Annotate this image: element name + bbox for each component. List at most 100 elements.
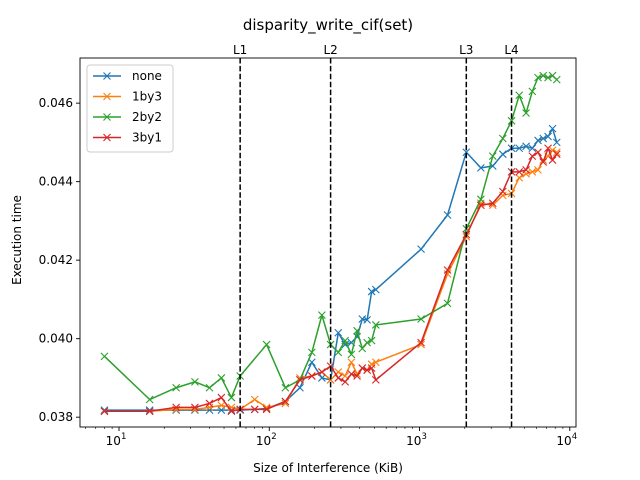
data-point-none-28 xyxy=(498,150,507,159)
data-point-3by1-12 xyxy=(307,372,316,380)
data-point-3by1-22 xyxy=(371,376,380,384)
data-point-2by2-30 xyxy=(522,109,530,117)
data-point-3by1-21 xyxy=(367,364,376,373)
data-point-2by2-2 xyxy=(172,383,181,392)
vline-label-L3: L3 xyxy=(459,43,473,57)
data-point-2by2-32 xyxy=(534,73,542,82)
data-point-3by1-9 xyxy=(262,405,271,414)
data-point-2by2-31 xyxy=(528,87,537,96)
data-point-2by2-4 xyxy=(205,383,214,392)
data-point-3by1-28 xyxy=(498,187,507,196)
data-point-3by1-13 xyxy=(318,368,326,376)
x-tick-exp-0: 1 xyxy=(121,432,126,442)
data-point-none-26 xyxy=(476,164,485,172)
data-point-2by2-17 xyxy=(353,326,361,335)
x-tick-label-1: 102 xyxy=(256,432,277,448)
data-point-1by3-32 xyxy=(528,167,537,176)
x-tick-label-2: 103 xyxy=(406,432,427,448)
data-point-2by2-34 xyxy=(544,73,552,82)
data-point-3by1-27 xyxy=(488,199,497,208)
data-point-2by2-18 xyxy=(358,344,367,353)
legend-marker-2by2 xyxy=(103,113,111,121)
data-point-2by2-29 xyxy=(515,91,524,100)
y-tick-label-1: 0.040 xyxy=(39,332,73,346)
data-point-1by3-10 xyxy=(281,399,290,408)
data-point-3by1-19 xyxy=(358,364,367,373)
data-point-none-30 xyxy=(515,144,524,153)
data-point-2by2-21 xyxy=(371,321,380,329)
data-point-none-22 xyxy=(371,285,380,294)
legend-label-1by3: 1by3 xyxy=(132,90,162,104)
data-point-none-11 xyxy=(296,383,304,392)
data-point-1by3-17 xyxy=(347,358,356,367)
data-point-3by1-11 xyxy=(296,376,304,384)
legend-entry-1by3: 1by3 xyxy=(93,90,162,104)
data-point-3by1-18 xyxy=(353,372,361,380)
data-point-2by2-0 xyxy=(100,352,109,361)
data-point-3by1-2 xyxy=(172,403,181,412)
data-point-none-20 xyxy=(363,315,372,324)
data-point-3by1-32 xyxy=(528,152,537,161)
data-point-3by1-5 xyxy=(217,393,226,402)
data-point-2by2-8 xyxy=(262,340,271,349)
legend-entry-2by2: 2by2 xyxy=(93,110,162,124)
data-point-1by3-8 xyxy=(250,395,259,404)
data-point-2by2-25 xyxy=(476,195,485,204)
data-point-3by1-30 xyxy=(515,167,524,176)
data-point-3by1-36 xyxy=(548,156,557,164)
y-axis-label: Execution time xyxy=(10,195,24,285)
data-point-3by1-31 xyxy=(522,165,530,174)
data-point-3by1-26 xyxy=(476,201,485,210)
y-tick-label-4: 0.046 xyxy=(39,96,73,110)
data-point-1by3-30 xyxy=(515,173,524,182)
vline-label-L2: L2 xyxy=(323,43,337,57)
y-tick-label-3: 0.044 xyxy=(39,175,73,189)
legend-label-3by1: 3by1 xyxy=(132,131,162,145)
series-3by1 xyxy=(100,144,561,416)
legend-marker-none xyxy=(103,72,111,80)
data-point-3by1-33 xyxy=(534,148,542,157)
data-point-none-13 xyxy=(318,374,326,382)
series-2by2 xyxy=(100,71,561,404)
data-point-none-0 xyxy=(100,406,109,415)
legend-marker-3by1 xyxy=(103,133,111,142)
plot-frame xyxy=(79,57,577,428)
legend-entry-none: none xyxy=(93,69,162,83)
legend-marker-1by3 xyxy=(103,92,111,101)
data-point-2by2-23 xyxy=(443,299,452,308)
data-point-2by2-16 xyxy=(347,350,356,359)
data-point-3by1-17 xyxy=(347,370,356,378)
data-point-3by1-16 xyxy=(341,377,350,386)
data-point-2by2-27 xyxy=(498,134,507,143)
data-point-3by1-0 xyxy=(100,407,109,416)
x-axis-label: Size of Interference (KiB) xyxy=(253,461,403,475)
data-point-none-32 xyxy=(528,144,537,153)
data-point-2by2-20 xyxy=(367,336,376,345)
data-point-none-1 xyxy=(145,406,154,415)
x-tick-exp-3: 4 xyxy=(572,432,577,442)
x-tick-base-3: 10 xyxy=(556,434,571,448)
data-point-2by2-26 xyxy=(488,152,497,161)
data-point-3by1-34 xyxy=(539,158,548,166)
chart-title: disparity_write_cif(set) xyxy=(243,16,413,35)
series-line-3by1 xyxy=(104,147,558,413)
vline-layer: L1 L2 L3 L4 xyxy=(233,43,519,427)
data-point-2by2-12 xyxy=(318,311,326,320)
vline-label-L1: L1 xyxy=(233,43,247,57)
data-point-1by3-14 xyxy=(326,376,335,384)
data-point-2by2-5 xyxy=(217,374,226,382)
data-point-1by3-37 xyxy=(552,148,561,157)
data-point-2by2-28 xyxy=(507,116,516,125)
data-point-3by1-15 xyxy=(334,374,343,382)
data-point-3by1-4 xyxy=(205,399,214,408)
x-tick-base-0: 10 xyxy=(106,434,121,448)
x-tick-label-0: 101 xyxy=(106,432,127,448)
data-point-none-36 xyxy=(548,124,557,133)
data-point-3by1-23 xyxy=(417,338,425,347)
legend-label-2by2: 2by2 xyxy=(132,110,162,124)
data-point-none-15 xyxy=(334,328,343,337)
legend: none 1by3 2by2 3by1 xyxy=(86,64,174,153)
y-tick-label-2: 0.042 xyxy=(39,253,73,267)
data-point-2by2-36 xyxy=(552,75,561,84)
